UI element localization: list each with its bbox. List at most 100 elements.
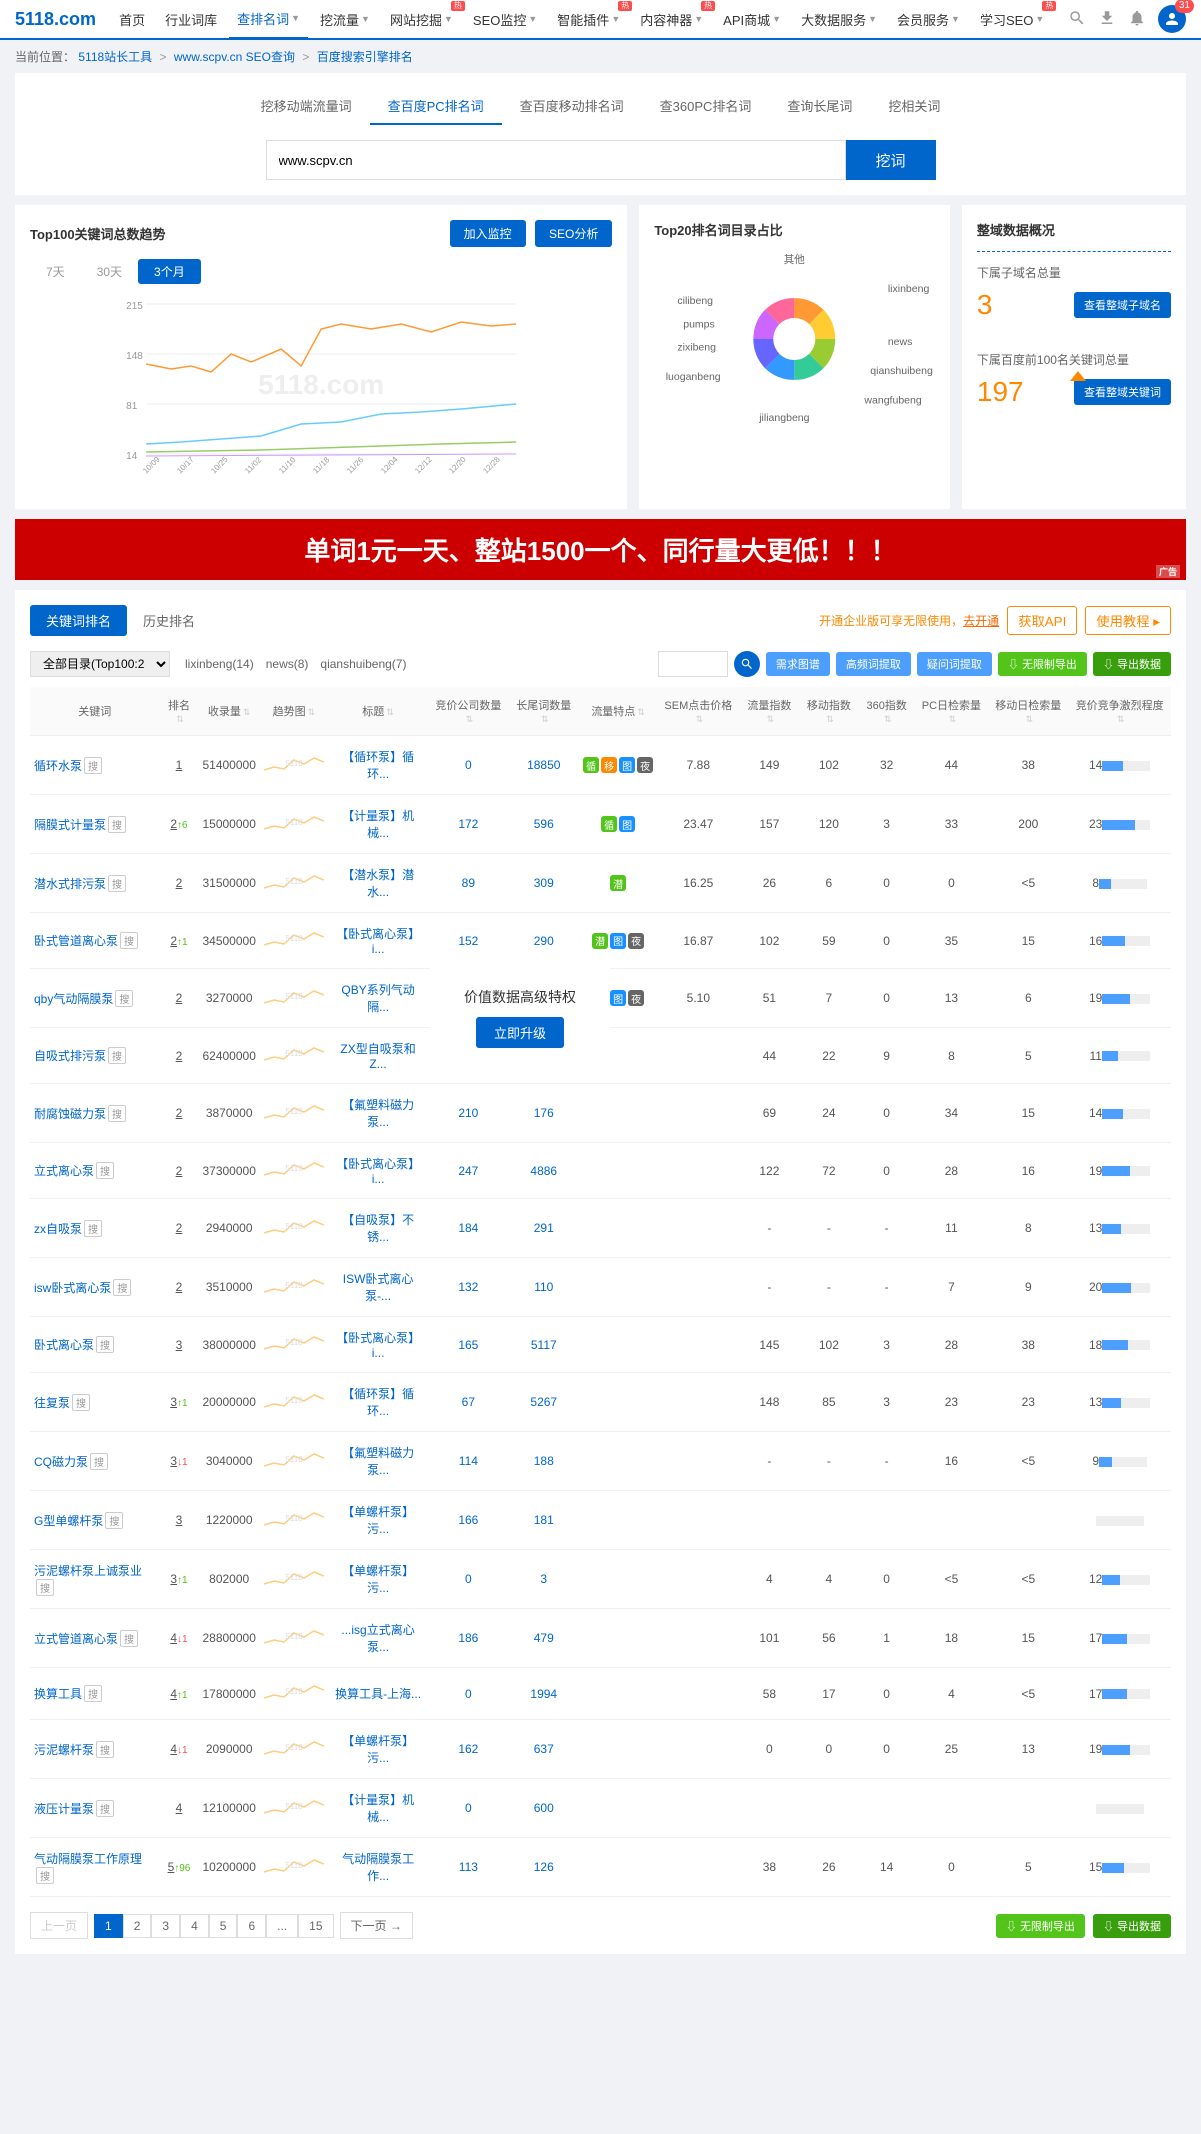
title-link[interactable]: 【卧式离心泵】i... — [336, 1157, 420, 1186]
bid-link[interactable]: 152 — [458, 934, 478, 948]
longtail-link[interactable]: 18850 — [527, 758, 560, 772]
filter-tab[interactable]: news(8) — [266, 657, 309, 671]
title-link[interactable]: ...isg立式离心泵... — [341, 1623, 414, 1654]
sou-badge[interactable]: 搜 — [120, 1630, 138, 1647]
bid-link[interactable]: 184 — [458, 1221, 478, 1235]
nav-item[interactable]: 查排名词▼ — [229, 0, 308, 39]
filter-tab[interactable]: qianshuibeng(7) — [320, 657, 406, 671]
longtail-link[interactable]: 1994 — [530, 1687, 557, 1701]
longtail-link[interactable]: 600 — [534, 1801, 554, 1815]
nav-item[interactable]: 行业词库 — [157, 0, 225, 39]
seo-analysis-button[interactable]: SEO分析 — [535, 220, 612, 247]
breadcrumb-item[interactable]: 百度搜索引擎排名 — [317, 50, 413, 64]
search-icon[interactable] — [1068, 9, 1086, 30]
col-header[interactable]: 流量特点 — [579, 687, 657, 736]
page-button[interactable]: 3 — [151, 1914, 180, 1938]
bid-link[interactable]: 165 — [458, 1338, 478, 1352]
sou-badge[interactable]: 搜 — [84, 1220, 102, 1237]
col-header[interactable]: 移动日检索量 — [988, 687, 1068, 736]
bid-link[interactable]: 0 — [465, 758, 472, 772]
sou-badge[interactable]: 搜 — [90, 1453, 108, 1470]
title-link[interactable]: 【氟塑料磁力泵... — [342, 1446, 414, 1477]
tutorial-button[interactable]: 使用教程 ▸ — [1085, 606, 1171, 635]
keyword-filter-input[interactable] — [658, 651, 728, 677]
nav-item[interactable]: 大数据服务▼ — [793, 0, 885, 39]
sou-badge[interactable]: 搜 — [84, 1685, 102, 1702]
title-link[interactable]: 【氟塑料磁力泵... — [342, 1098, 414, 1129]
bid-link[interactable]: 132 — [458, 1280, 478, 1294]
keyword-link[interactable]: zx自吸泵 — [34, 1222, 82, 1236]
sou-badge[interactable]: 搜 — [96, 1162, 114, 1179]
keyword-link[interactable]: 卧式离心泵 — [34, 1338, 94, 1352]
sou-badge[interactable]: 搜 — [108, 1105, 126, 1122]
keyword-link[interactable]: 往复泵 — [34, 1396, 70, 1410]
longtail-link[interactable]: 479 — [534, 1631, 554, 1645]
sou-badge[interactable]: 搜 — [113, 1279, 131, 1296]
filter-tab[interactable]: lixinbeng(14) — [185, 657, 254, 671]
bid-link[interactable]: 114 — [459, 1454, 478, 1468]
bid-link[interactable]: 172 — [458, 817, 478, 831]
keyword-link[interactable]: isw卧式离心泵 — [34, 1281, 111, 1295]
upgrade-link[interactable]: 去开通 — [963, 614, 999, 628]
question-button[interactable]: 疑问词提取 — [917, 652, 992, 676]
longtail-link[interactable]: 5267 — [530, 1395, 557, 1409]
nav-item[interactable]: 挖流量▼ — [312, 0, 378, 39]
longtail-link[interactable]: 290 — [534, 934, 554, 948]
page-button[interactable]: ... — [266, 1914, 298, 1938]
page-button[interactable]: 5 — [209, 1914, 238, 1938]
keyword-link[interactable]: 循环水泵 — [34, 759, 82, 773]
export-button[interactable]: ⇩ 导出数据 — [1093, 1914, 1171, 1938]
longtail-link[interactable]: 110 — [534, 1280, 553, 1294]
logo[interactable]: 5118.com — [15, 9, 96, 30]
keyword-link[interactable]: 卧式管道离心泵 — [34, 934, 118, 948]
title-link[interactable]: QBY系列气动隔... — [341, 983, 414, 1014]
bell-icon[interactable] — [1128, 9, 1146, 30]
title-link[interactable]: 【计量泵】机械... — [342, 1793, 414, 1824]
view-keywords-button[interactable]: 查看整域关键词 — [1074, 379, 1171, 405]
bid-link[interactable]: 0 — [465, 1687, 472, 1701]
nav-item[interactable]: 内容神器▼热 — [632, 0, 711, 39]
bid-link[interactable]: 210 — [458, 1106, 478, 1120]
bid-link[interactable]: 247 — [458, 1164, 478, 1178]
col-header[interactable]: 标题 — [328, 687, 428, 736]
title-link[interactable]: 换算工具-上海... — [335, 1687, 421, 1701]
page-button[interactable]: 1 — [94, 1914, 123, 1938]
breadcrumb-item[interactable]: 5118站长工具 — [78, 50, 152, 64]
col-header[interactable]: PC日检索量 — [915, 687, 989, 736]
longtail-link[interactable]: 637 — [534, 1742, 554, 1756]
prev-page-button[interactable]: 上一页 — [30, 1912, 88, 1939]
highfreq-button[interactable]: 高频词提取 — [836, 652, 911, 676]
keyword-link[interactable]: 液压计量泵 — [34, 1802, 94, 1816]
search-icon[interactable] — [734, 651, 760, 677]
sou-badge[interactable]: 搜 — [36, 1579, 54, 1596]
keyword-link[interactable]: 污泥螺杆泵 — [34, 1743, 94, 1757]
search-tab[interactable]: 查百度PC排名词 — [370, 88, 502, 125]
keyword-link[interactable]: 潜水式排污泵 — [34, 877, 106, 891]
tab-history-rank[interactable]: 历史排名 — [127, 605, 211, 636]
title-link[interactable]: 气动隔膜泵工作... — [342, 1852, 414, 1883]
breadcrumb-item[interactable]: www.scpv.cn SEO查询 — [174, 50, 295, 64]
col-header[interactable]: 竞价竞争激烈程度 — [1068, 687, 1171, 736]
sou-badge[interactable]: 搜 — [115, 990, 133, 1007]
demand-map-button[interactable]: 需求图谱 — [766, 652, 830, 676]
dir-select[interactable]: 全部目录(Top100:287) — [30, 651, 170, 677]
page-button[interactable]: 6 — [237, 1914, 266, 1938]
col-header[interactable]: 收录量 — [198, 687, 259, 736]
sou-badge[interactable]: 搜 — [120, 932, 138, 949]
monitor-button[interactable]: 加入监控 — [450, 220, 526, 247]
sou-badge[interactable]: 搜 — [36, 1867, 54, 1884]
keyword-link[interactable]: 自吸式排污泵 — [34, 1049, 106, 1063]
domain-input[interactable] — [266, 140, 846, 180]
sou-badge[interactable]: 搜 — [108, 875, 126, 892]
bid-link[interactable]: 0 — [465, 1801, 472, 1815]
search-button[interactable]: 挖词 — [846, 140, 936, 180]
longtail-link[interactable]: 4886 — [530, 1164, 557, 1178]
bid-link[interactable]: 89 — [462, 876, 475, 890]
sou-badge[interactable]: 搜 — [96, 1741, 114, 1758]
bid-link[interactable]: 0 — [465, 1572, 472, 1586]
nav-item[interactable]: API商城▼ — [715, 0, 789, 39]
col-header[interactable]: 360指数 — [859, 687, 915, 736]
sou-badge[interactable]: 搜 — [108, 1047, 126, 1064]
longtail-link[interactable]: 291 — [534, 1221, 554, 1235]
keyword-link[interactable]: G型单螺杆泵 — [34, 1514, 103, 1528]
